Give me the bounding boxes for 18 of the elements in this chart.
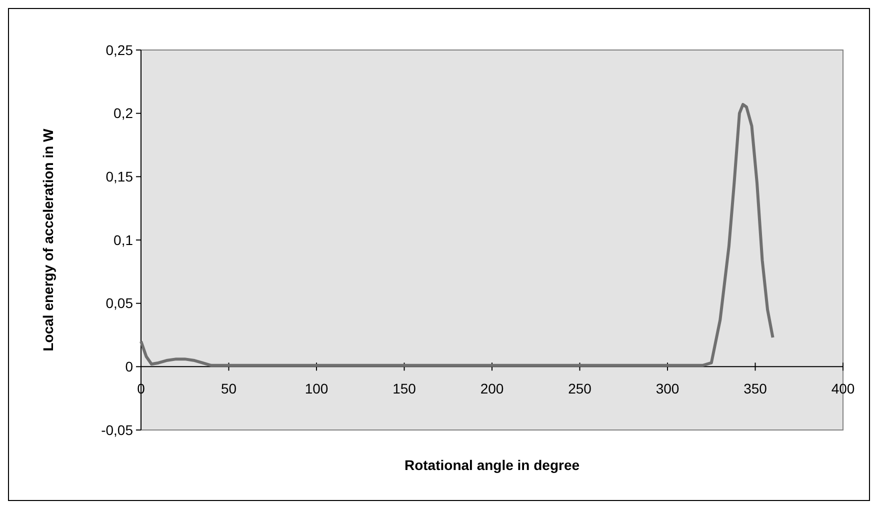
y-axis-title: Local energy of acceleration in W [40, 128, 56, 352]
x-tick-label: 350 [744, 380, 768, 397]
x-tick-label: 150 [392, 380, 416, 397]
y-tick-label: 0,1 [114, 232, 134, 248]
x-tick-label: 400 [831, 380, 855, 397]
y-tick-label: 0,25 [106, 42, 134, 58]
y-tick-label: -0,05 [101, 422, 134, 438]
x-axis-title: Rotational angle in degree [404, 457, 580, 473]
x-tick-label: 50 [220, 380, 237, 397]
line-series [140, 102, 774, 367]
x-tick-label: 250 [568, 380, 592, 397]
x-tick-label: 300 [656, 380, 680, 397]
y-tick-label: 0,2 [114, 105, 134, 122]
x-tick-label: 100 [304, 380, 328, 397]
x-tick-label: 200 [480, 380, 504, 397]
y-tick-label: 0,05 [106, 295, 134, 312]
y-tick-label: 0,15 [106, 168, 134, 185]
y-tick-label: 0 [125, 358, 134, 375]
